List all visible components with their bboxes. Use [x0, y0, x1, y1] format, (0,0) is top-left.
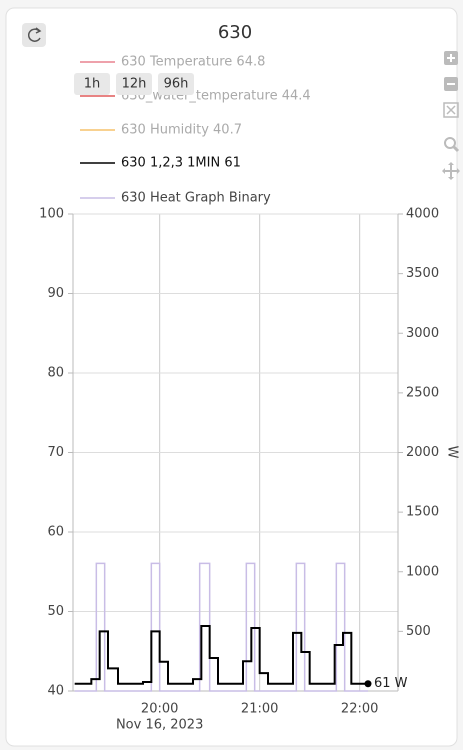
- y-tick-label: 100: [39, 207, 64, 222]
- range-button[interactable]: 1h: [84, 77, 101, 92]
- legend-label[interactable]: 630 Humidity 40.7: [121, 123, 242, 138]
- y2-tick-label: 1500: [406, 505, 439, 520]
- zoom-in-icon[interactable]: [444, 51, 458, 65]
- modebar: [442, 51, 460, 180]
- legend: 630 Temperature 64.8630_water_temperatur…: [80, 55, 311, 206]
- y-tick-label: 80: [47, 366, 64, 381]
- range-button-bg[interactable]: [116, 73, 152, 95]
- y-tick-label: 70: [47, 445, 64, 460]
- chart-title: 630: [218, 22, 252, 43]
- y2-tick-label: 2000: [406, 445, 439, 460]
- y2-axis-title: W: [445, 446, 460, 459]
- range-button-bg[interactable]: [158, 73, 194, 95]
- y-tick-label: 40: [47, 684, 64, 699]
- y-tick-label: 60: [47, 525, 64, 540]
- y2-tick-label: 3500: [406, 266, 439, 281]
- pan-icon[interactable]: [442, 162, 460, 180]
- range-buttons: 1h 12h 96h: [74, 73, 194, 95]
- x-date-label: Nov 16, 2023: [116, 718, 203, 733]
- y2-tick-label: 1000: [406, 564, 439, 579]
- y2-tick-label: 500: [406, 624, 431, 639]
- zoom-icon[interactable]: [444, 137, 460, 153]
- autoscale-icon[interactable]: [443, 102, 459, 118]
- legend-label[interactable]: 630 Heat Graph Binary: [121, 191, 271, 206]
- y-tick-label: 50: [47, 604, 64, 619]
- series-line: [74, 625, 368, 685]
- value-label: 61 W: [374, 676, 408, 691]
- legend-label[interactable]: 630 1,2,3 1MIN 61: [121, 156, 241, 171]
- range-button[interactable]: 12h: [122, 77, 147, 92]
- x-tick-label: 21:00: [241, 702, 278, 717]
- card: [5, 7, 458, 747]
- zoom-out-icon[interactable]: [444, 77, 458, 91]
- series-line: [74, 562, 368, 692]
- refresh-button[interactable]: [22, 23, 46, 47]
- y-tick-label: 90: [47, 286, 64, 301]
- x-tick-label: 22:00: [341, 702, 378, 717]
- range-button[interactable]: 96h: [164, 77, 189, 92]
- y2-tick-label: 3000: [406, 326, 439, 341]
- range-button-bg[interactable]: [74, 73, 110, 95]
- legend-label[interactable]: 630 Temperature 64.8: [121, 55, 265, 70]
- x-tick-label: 20:00: [141, 702, 178, 717]
- plot-area: 20:00 21:00 22:00 Nov 16, 2023 40 50 60 70 80 90 1…: [39, 207, 459, 733]
- y2-tick-label: 2500: [406, 385, 439, 400]
- y2-tick-label: 4000: [406, 207, 439, 222]
